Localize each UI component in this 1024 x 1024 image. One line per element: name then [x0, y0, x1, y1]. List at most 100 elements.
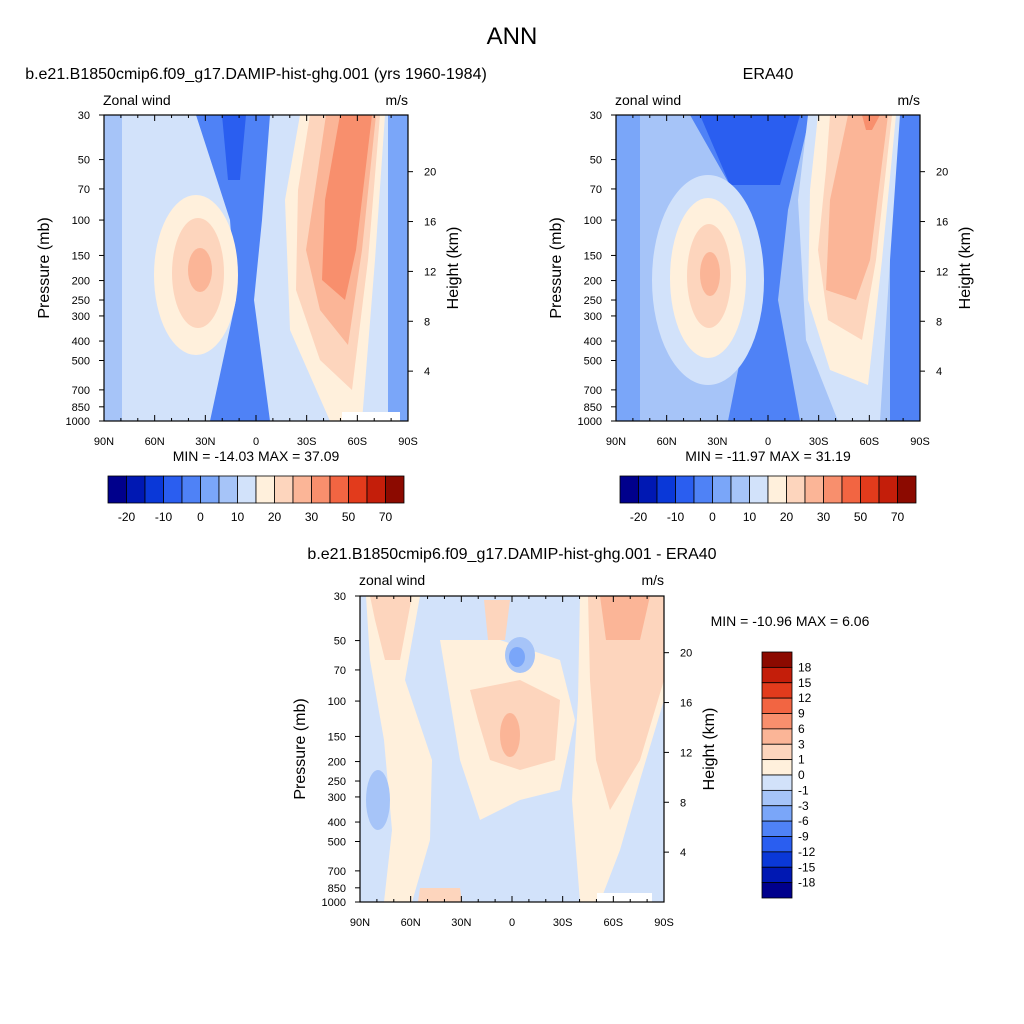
panel-obs-stats: MIN = -11.97 MAX = 31.19	[685, 448, 851, 464]
panel-obs: ERA40 zonal wind m/s Pressure (mb) Heigh…	[548, 66, 974, 524]
colorbar-label: 10	[743, 510, 757, 524]
panel-diff-plot	[359, 595, 665, 903]
colorbar-swatch	[107, 475, 127, 504]
pressure-tick-label: 100	[584, 215, 602, 227]
panel-model-title: b.e21.B1850cmip6.f09_g17.DAMIP-hist-ghg.…	[25, 66, 487, 83]
lat-tick-label: 30S	[297, 436, 317, 448]
colorbar-swatch	[675, 475, 695, 504]
colorbar-swatch	[329, 475, 349, 504]
colorbar-swatch	[804, 475, 824, 504]
colorbar-label: 18	[798, 660, 812, 674]
colorbar-swatch	[255, 475, 275, 504]
pressure-tick-label: 150	[584, 250, 602, 262]
height-tick-label: 8	[936, 316, 942, 328]
colorbar-label: 50	[342, 510, 356, 524]
pressure-tick-label: 70	[78, 184, 90, 196]
lat-tick-label: 90S	[654, 917, 674, 929]
pressure-tick-label: 1000	[322, 897, 346, 909]
panel-diff-title: b.e21.B1850cmip6.f09_g17.DAMIP-hist-ghg.…	[307, 546, 716, 563]
colorbar-swatch	[761, 866, 793, 884]
panel-diff-ytitles: Pressure (mb) Height (km)	[292, 698, 718, 799]
panel-diff-ytitle: Pressure (mb)	[292, 698, 309, 799]
height-tick-label: 4	[936, 366, 942, 378]
panel-model-y2title: Height (km)	[445, 227, 462, 310]
pressure-tick-label: 70	[334, 665, 346, 677]
lat-tick-label: 90N	[94, 436, 114, 448]
colorbar-label: -1	[798, 783, 809, 797]
height-tick-label: 16	[680, 698, 692, 710]
colorbar-swatch	[749, 475, 769, 504]
panel-model-ytitle: Pressure (mb)	[36, 217, 53, 318]
lat-tick-label: 90S	[910, 436, 930, 448]
colorbar-swatch	[126, 475, 146, 504]
pressure-tick-label: 400	[328, 817, 346, 829]
panel-obs-y2title: Height (km)	[957, 227, 974, 310]
pressure-tick-label: 200	[328, 757, 346, 769]
colorbar-swatch	[730, 475, 750, 504]
pressure-tick-label: 400	[72, 336, 90, 348]
colorbar-swatch	[144, 475, 164, 504]
pressure-tick-label: 250	[328, 776, 346, 788]
lat-tick-label: 60N	[401, 917, 421, 929]
height-tick-label: 4	[680, 847, 686, 859]
height-tick-label: 16	[936, 217, 948, 229]
lat-tick-label: 30N	[707, 436, 727, 448]
pressure-tick-label: 500	[328, 837, 346, 849]
colorbar-swatch	[274, 475, 294, 504]
colorbar-label: 50	[854, 510, 868, 524]
panel-obs-units-label: m/s	[897, 92, 920, 108]
colorbar-swatch	[619, 475, 639, 504]
lat-tick-label: 90N	[350, 917, 370, 929]
pressure-tick-label: 150	[328, 731, 346, 743]
colorbar-label: 3	[798, 737, 805, 751]
panel-model-left-label: Zonal wind	[103, 92, 171, 108]
colorbar-swatch	[761, 713, 793, 730]
colorbar-label: -20	[118, 510, 136, 524]
colorbar-swatch	[761, 882, 793, 899]
colorbar-swatch	[761, 774, 793, 791]
panel-obs-pressure-axis: 30 50 70 100 150 200 250 300 400 500 700 850 1000	[578, 110, 616, 428]
colorbar-label: 0	[709, 510, 716, 524]
panel-obs-lat-axis: 90N 60N 30N 0 30S 60S 90S	[606, 115, 930, 448]
pressure-tick-label: 700	[584, 385, 602, 397]
colorbar-swatch	[860, 475, 880, 504]
colorbar-swatch	[348, 475, 368, 504]
pressure-tick-label: 50	[590, 155, 602, 167]
height-tick-label: 8	[424, 316, 430, 328]
colorbar-label: 10	[231, 510, 245, 524]
panel-obs-ytitles: Pressure (mb) Height (km)	[548, 217, 974, 318]
colorbar-swatch	[292, 475, 312, 504]
colorbar-swatch	[786, 475, 806, 504]
panel-model-lat-axis: 90N 60N 30N 0 30S 60S 90S	[94, 115, 418, 448]
panel-diff: b.e21.B1850cmip6.f09_g17.DAMIP-hist-ghg.…	[292, 546, 870, 929]
colorbar-swatch	[200, 475, 220, 504]
lat-tick-label: 60S	[348, 436, 368, 448]
colorbar-label: 30	[305, 510, 319, 524]
pressure-tick-label: 850	[72, 402, 90, 414]
colorbar-swatch	[761, 682, 793, 699]
pressure-tick-label: 50	[78, 155, 90, 167]
lat-tick-label: 30N	[451, 917, 471, 929]
colorbar-swatch	[693, 475, 713, 504]
lat-tick-label: 90N	[606, 436, 626, 448]
pressure-tick-label: 200	[584, 276, 602, 288]
lat-tick-label: 0	[509, 917, 515, 929]
colorbar-swatch	[761, 836, 793, 853]
colorbar-swatch	[761, 805, 793, 822]
height-tick-label: 12	[424, 266, 436, 278]
colorbar-swatch	[638, 475, 658, 504]
colorbar-swatch	[237, 475, 257, 504]
pressure-tick-label: 700	[72, 385, 90, 397]
pressure-tick-label: 300	[72, 311, 90, 323]
lat-tick-label: 30N	[195, 436, 215, 448]
panel-model-stats: MIN = -14.03 MAX = 37.09	[173, 448, 340, 464]
panel-model: b.e21.B1850cmip6.f09_g17.DAMIP-hist-ghg.…	[25, 66, 487, 524]
colorbar-swatch	[218, 475, 238, 504]
pressure-tick-label: 500	[72, 356, 90, 368]
pressure-tick-label: 700	[328, 866, 346, 878]
colorbar-swatch	[163, 475, 183, 504]
pressure-tick-label: 30	[78, 110, 90, 122]
lat-tick-label: 60N	[145, 436, 165, 448]
panel-diff-y2title: Height (km)	[701, 708, 718, 791]
lat-tick-label: 90S	[398, 436, 418, 448]
